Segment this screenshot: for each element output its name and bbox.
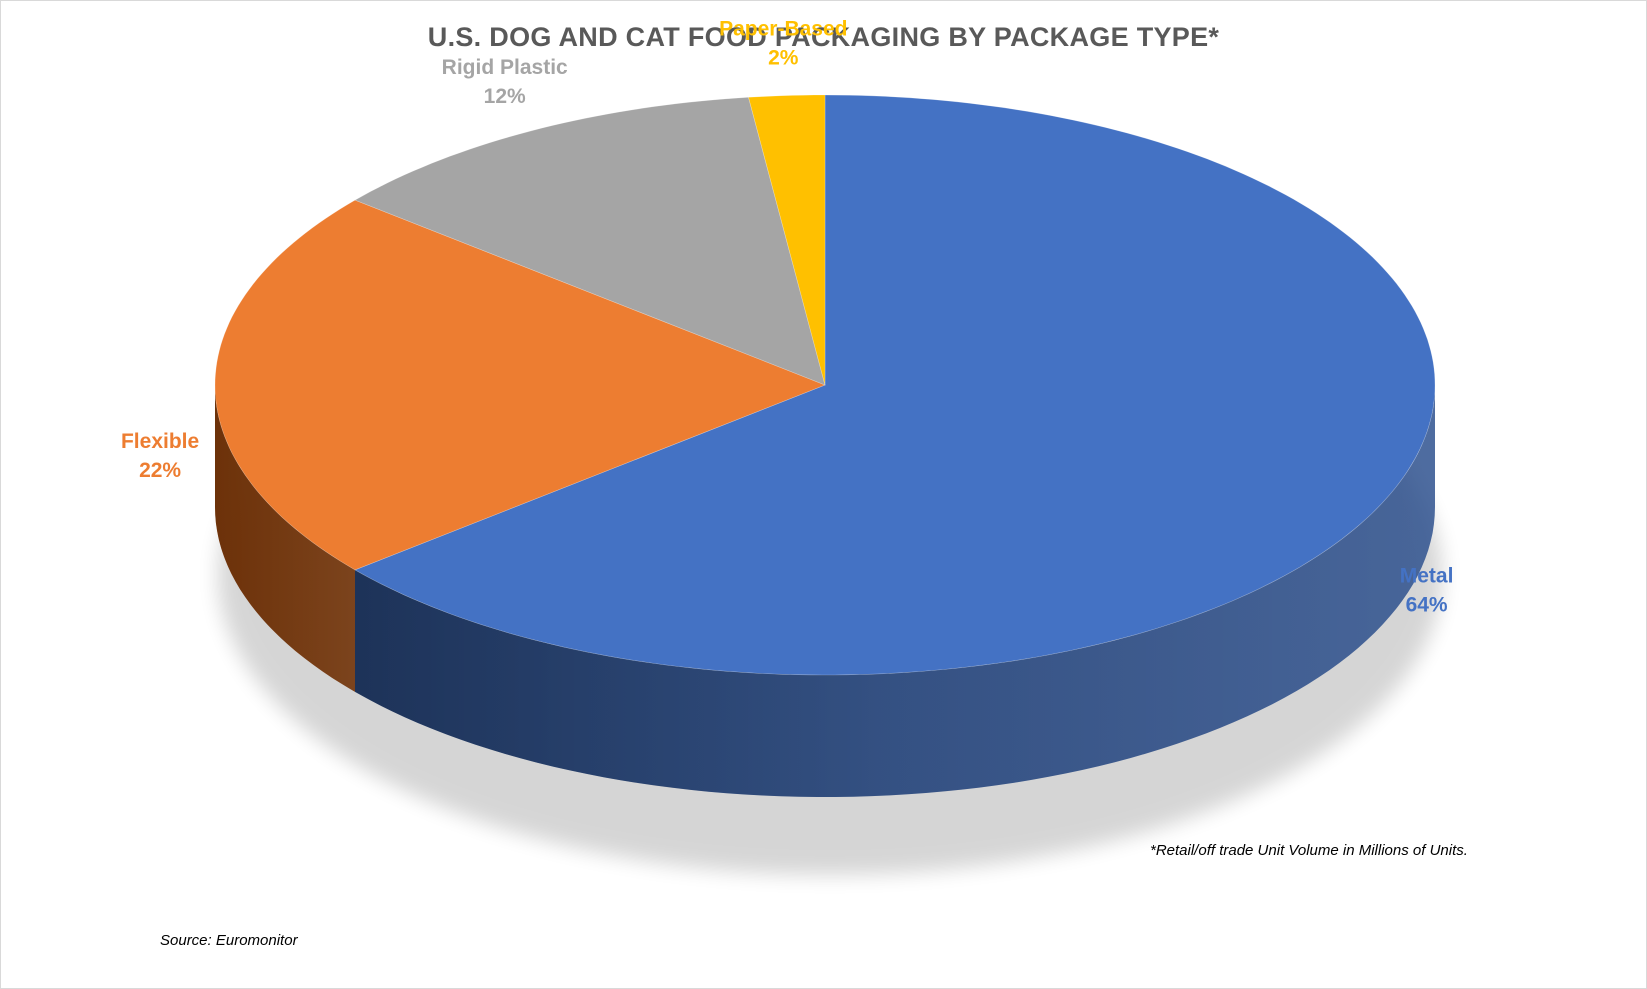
slice-paper-based [748,94,826,386]
slice-label-paper-based: Paper-Based 2% [719,18,847,70]
slice-label-metal: Metal 64% [1400,565,1454,617]
slice-value-label: 12% [484,85,526,108]
source-note: Source: Euromonitor [160,932,298,949]
slice-rigid-plastic [354,96,826,386]
slice-category-label: Rigid Plastic [442,56,568,79]
slice-category-label: Flexible [121,430,199,453]
slice-value-label: 64% [1406,594,1448,617]
slice-label-flexible: Flexible 22% [121,430,199,482]
pie-label-layer: Metal 64% Flexible 22% Rigid Plastic 12% Paper… [121,18,1453,617]
chart-title: U.S. DOG AND CAT FOOD PACKAGING BY PACKA… [427,22,1220,52]
pie-side-layer [215,385,1435,797]
pie-top-layer [214,94,1436,676]
slice-value-label: 2% [768,47,799,70]
slice-value-label: 22% [139,459,181,482]
slice-metal [354,94,1436,676]
slice-category-label: Metal [1400,565,1454,588]
side-shading [215,385,1435,797]
slice-category-label: Paper-Based [719,18,847,41]
slice-flexible [214,199,826,571]
footnote: *Retail/off trade Unit Volume in Million… [1150,842,1468,859]
slice-label-rigid-plastic: Rigid Plastic 12% [442,56,568,108]
